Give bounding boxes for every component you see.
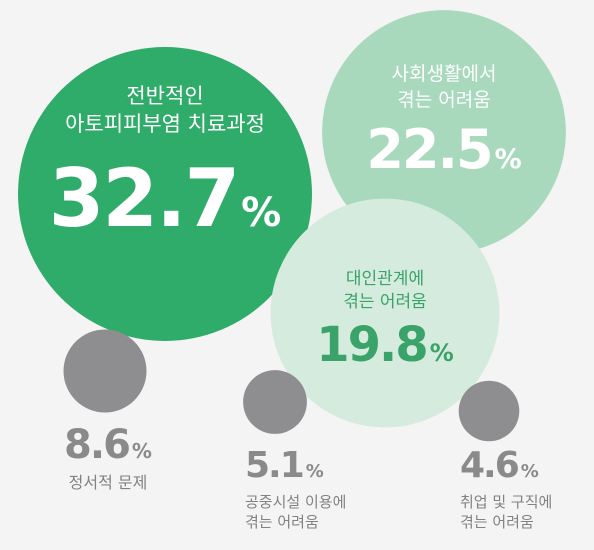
value-number: 4.6 [460,445,520,486]
value-unit: % [494,144,522,176]
bubble-emotional [63,329,147,413]
bubble-value: 5.1% [245,446,385,492]
bubble-label-employment: 4.6% 취업 및 구직에 겪는 어려움 [460,446,590,533]
bubble-text-line: 아토피피부염 치료과정 [65,112,265,137]
bubble-value: 19.8% [300,318,470,380]
bubble-value: 22.5% [352,119,536,191]
value-number: 32.7 [48,151,240,245]
bubble-value: 4.6% [460,446,590,492]
bubble-label-emotional: 8.6% 정서적 문제 [48,424,168,494]
bubble-text-line: 취업 및 구직에 [460,493,553,511]
value-unit: % [305,461,324,482]
value-unit: % [241,189,282,236]
value-number: 8.6 [64,422,131,468]
bubble-text-line: 대인관계에 [345,269,425,289]
bubble-public-facilities [243,370,307,434]
bubble-value: 32.7% [20,151,310,257]
value-unit: % [131,439,152,463]
bubble-text-line: 겪는 어려움 [397,88,491,111]
bubble-social-life [322,10,566,254]
value-unit: % [429,338,454,367]
bubble-text-line: 전반적인 [126,84,204,108]
bubble-relationships [270,198,500,428]
bubble-label-relationships: 대인관계에 겪는 어려움 19.8% [300,268,470,380]
value-number: 22.5 [366,118,493,182]
value-number: 5.1 [245,445,305,486]
bubble-treatment [18,47,312,341]
bubble-text-line: 공중시설 이용에 [245,493,347,511]
bubble-text-line: 겪는 어려움 [245,513,319,532]
bubble-label-public-facilities: 5.1% 공중시설 이용에 겪는 어려움 [245,446,385,533]
bubble-text-line: 사회생활에서 [391,63,497,85]
bubble-text-line: 정서적 문제 [68,473,148,492]
value-unit: % [520,461,539,482]
bubble-text-line: 겪는 어려움 [460,513,534,532]
bubble-label-social-life: 사회생활에서 겪는 어려움 22.5% [352,62,536,191]
bubble-employment [458,380,520,442]
value-number: 19.8 [316,316,428,373]
bubble-label-treatment: 전반적인 아토피피부염 치료과정 32.7% [20,82,310,257]
bubble-text-line: 겪는 어려움 [343,291,427,312]
bubble-value: 8.6% [48,424,168,472]
